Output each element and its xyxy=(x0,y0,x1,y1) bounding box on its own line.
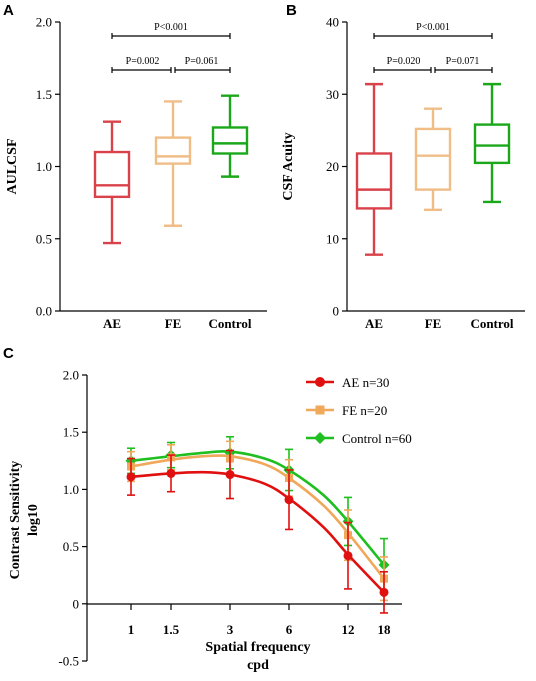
y-tick-label: 10 xyxy=(326,231,339,246)
panel-b-boxplot: 0 10 20 30 40 CSF Acuity AE FE Control P=0.020 P=0… xyxy=(281,15,525,331)
x-tick-label: 1 xyxy=(128,622,135,637)
box-control xyxy=(211,94,249,178)
panel-label-a: A xyxy=(3,2,14,19)
p-value-label: P<0.001 xyxy=(416,22,450,33)
legend-label: FE n=20 xyxy=(342,403,387,418)
box-iqr xyxy=(93,150,131,199)
y-tick-label: 0.0 xyxy=(36,304,52,319)
box-control xyxy=(473,82,511,204)
y-axis-title: AULCSF xyxy=(5,138,20,194)
y-tick-label: 1.0 xyxy=(63,482,79,497)
y-tick-label: -0.5 xyxy=(58,654,79,669)
box-ae xyxy=(355,82,393,256)
panel-c-line-chart: -0.5 0 0.5 1.0 1.5 2.0 1 1.5 3 6 12 18 Spatial frequ… xyxy=(8,368,412,674)
p-value-label: P=0.061 xyxy=(185,56,219,67)
box-iqr xyxy=(414,127,452,191)
x-category-label: FE xyxy=(165,316,182,331)
p-value-label: P<0.001 xyxy=(154,22,188,33)
panel-a-boxplot: 0.0 0.5 1.0 1.5 2.0 AULCSF AE FE Control P=0.002 P… xyxy=(5,15,267,331)
x-tick-label: 12 xyxy=(342,622,355,637)
series-ae xyxy=(126,449,389,614)
y-tick-label: 1.5 xyxy=(63,425,79,440)
legend-marker xyxy=(314,432,326,444)
x-category-label: AE xyxy=(365,316,383,331)
data-point xyxy=(225,470,235,480)
series-line xyxy=(130,454,386,580)
y-tick-label: 1.0 xyxy=(36,159,52,174)
x-category-label: AE xyxy=(103,316,121,331)
box-iqr xyxy=(211,126,249,155)
box-iqr xyxy=(355,152,393,210)
p-value-label: P=0.002 xyxy=(126,56,160,67)
legend-marker xyxy=(315,377,325,387)
y-tick-label: 2.0 xyxy=(63,368,79,383)
legend-label: AE n=30 xyxy=(342,375,389,390)
x-tick-label: 3 xyxy=(227,622,234,637)
y-axis-unit: log10 xyxy=(26,504,41,536)
data-point xyxy=(379,587,389,597)
box-iqr xyxy=(473,123,511,165)
y-tick-label: 40 xyxy=(326,15,339,30)
data-point xyxy=(284,495,294,505)
y-tick-label: 0 xyxy=(73,596,80,611)
x-tick-label: 1.5 xyxy=(163,622,180,637)
data-point xyxy=(343,551,353,561)
p-value-label: P=0.071 xyxy=(446,56,480,67)
y-tick-label: 0 xyxy=(333,304,340,319)
x-axis-title: Spatial frequency xyxy=(205,640,310,655)
series-line xyxy=(130,449,385,566)
box-fe xyxy=(154,100,192,227)
panel-label-c: C xyxy=(3,345,14,362)
y-axis-title: CSF Acuity xyxy=(281,132,296,200)
series-line xyxy=(130,470,385,594)
data-point xyxy=(126,472,136,482)
x-tick-label: 6 xyxy=(286,622,293,637)
legend-marker xyxy=(315,405,325,415)
legend: AE n=30 FE n=20 Control n=60 xyxy=(306,375,412,446)
x-category-label: Control xyxy=(470,316,513,331)
y-tick-label: 0.5 xyxy=(63,539,79,554)
panel-label-b: B xyxy=(286,2,297,19)
legend-label: Control n=60 xyxy=(342,431,412,446)
box-ae xyxy=(93,120,131,245)
box-iqr xyxy=(154,136,192,165)
y-tick-label: 1.5 xyxy=(36,87,52,102)
y-axis-title: Contrast Sensitivity xyxy=(8,461,23,580)
y-tick-label: 0.5 xyxy=(36,231,52,246)
x-category-label: FE xyxy=(425,316,442,331)
y-tick-label: 30 xyxy=(326,87,339,102)
y-tick-label: 2.0 xyxy=(36,15,52,30)
x-category-label: Control xyxy=(208,316,251,331)
y-tick-label: 20 xyxy=(326,159,339,174)
data-point xyxy=(166,468,176,478)
x-axis-unit: cpd xyxy=(247,658,269,673)
x-tick-label: 18 xyxy=(378,622,392,637)
p-value-label: P=0.020 xyxy=(387,56,421,67)
box-fe xyxy=(414,107,452,212)
